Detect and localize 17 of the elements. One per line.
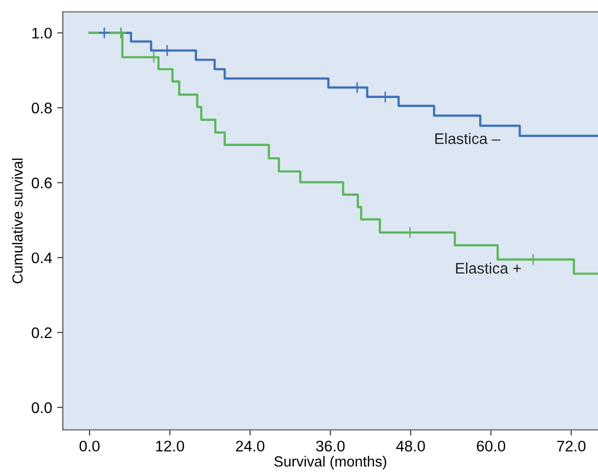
x-tick-label: 48.0 xyxy=(396,440,425,452)
y-tick-label: 0.2 xyxy=(32,327,52,338)
y-tick-label: 0.8 xyxy=(32,102,52,114)
y-axis-title: Cumulative survival xyxy=(12,158,23,284)
x-tick-label: 0.0 xyxy=(80,440,100,452)
y-tick-label: 0.0 xyxy=(32,402,52,414)
x-tick-label: 24.0 xyxy=(236,440,264,452)
x-tick-label: 60.0 xyxy=(476,440,506,452)
x-axis-title: Survival (months) xyxy=(274,456,386,470)
series-label: Elastica – xyxy=(435,132,500,144)
y-tick-label: 0.6 xyxy=(32,178,52,188)
x-tick-label: 36.0 xyxy=(316,440,345,452)
y-tick-label: 0.4 xyxy=(32,252,52,264)
x-tick-label: 12.0 xyxy=(156,440,184,452)
x-tick-label: 72.0 xyxy=(557,440,586,452)
y-tick-label: 1.0 xyxy=(32,28,52,39)
series-label: Elastica + xyxy=(456,262,521,274)
